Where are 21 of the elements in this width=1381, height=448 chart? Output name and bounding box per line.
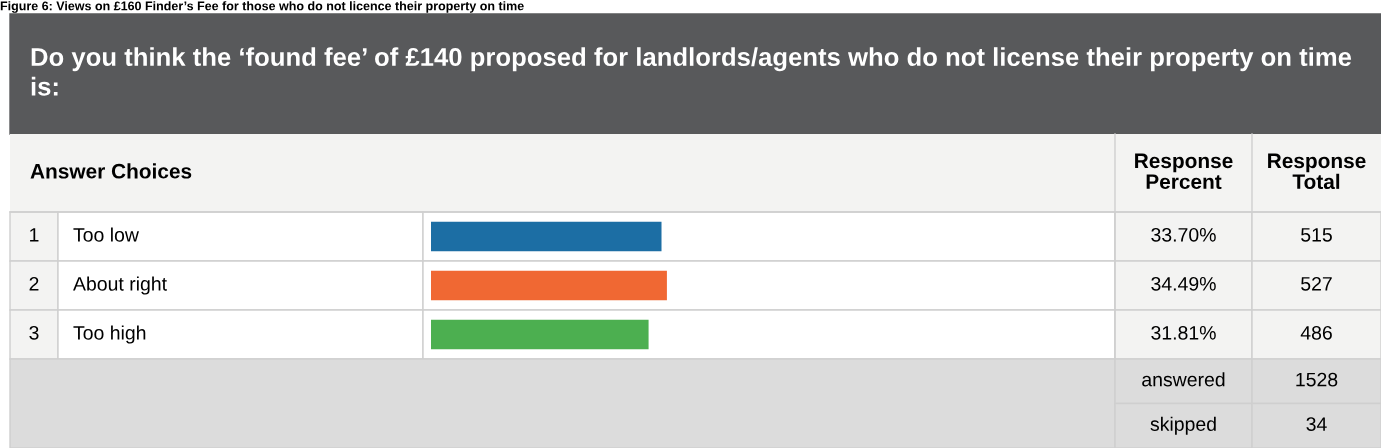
text: answered bbox=[1142, 372, 1225, 387]
text: 515 bbox=[1301, 228, 1332, 242]
text: Response Percent bbox=[1135, 153, 1233, 190]
data-label: 31.81% bbox=[1151, 325, 1216, 340]
chart-title: Do you think the ‘found fee’ of £140 proposed for landlords/agents who do not license their property on time is: bbox=[31, 47, 1352, 96]
text: 527 bbox=[1301, 276, 1332, 291]
text: 34 bbox=[1306, 417, 1327, 431]
text: 1 bbox=[30, 228, 39, 242]
text: Response Total bbox=[1268, 153, 1366, 190]
text: 486 bbox=[1300, 325, 1332, 340]
text: 2 bbox=[29, 276, 39, 291]
text: Answer Choices bbox=[30, 163, 192, 179]
text: 1528 bbox=[1296, 372, 1338, 387]
y-tick-label: About right bbox=[73, 276, 167, 295]
caption: Figure 6: Views on £160 Finder’s Fee for those who do not licence their property on time bbox=[0, 1, 524, 13]
y-tick-label: Too low bbox=[73, 227, 139, 242]
data-label: 34.49% bbox=[1151, 276, 1216, 291]
data-label: 33.70% bbox=[1151, 227, 1216, 242]
text: skipped bbox=[1150, 416, 1216, 435]
text: 3 bbox=[29, 325, 39, 340]
y-tick-label: Too high bbox=[73, 325, 146, 344]
